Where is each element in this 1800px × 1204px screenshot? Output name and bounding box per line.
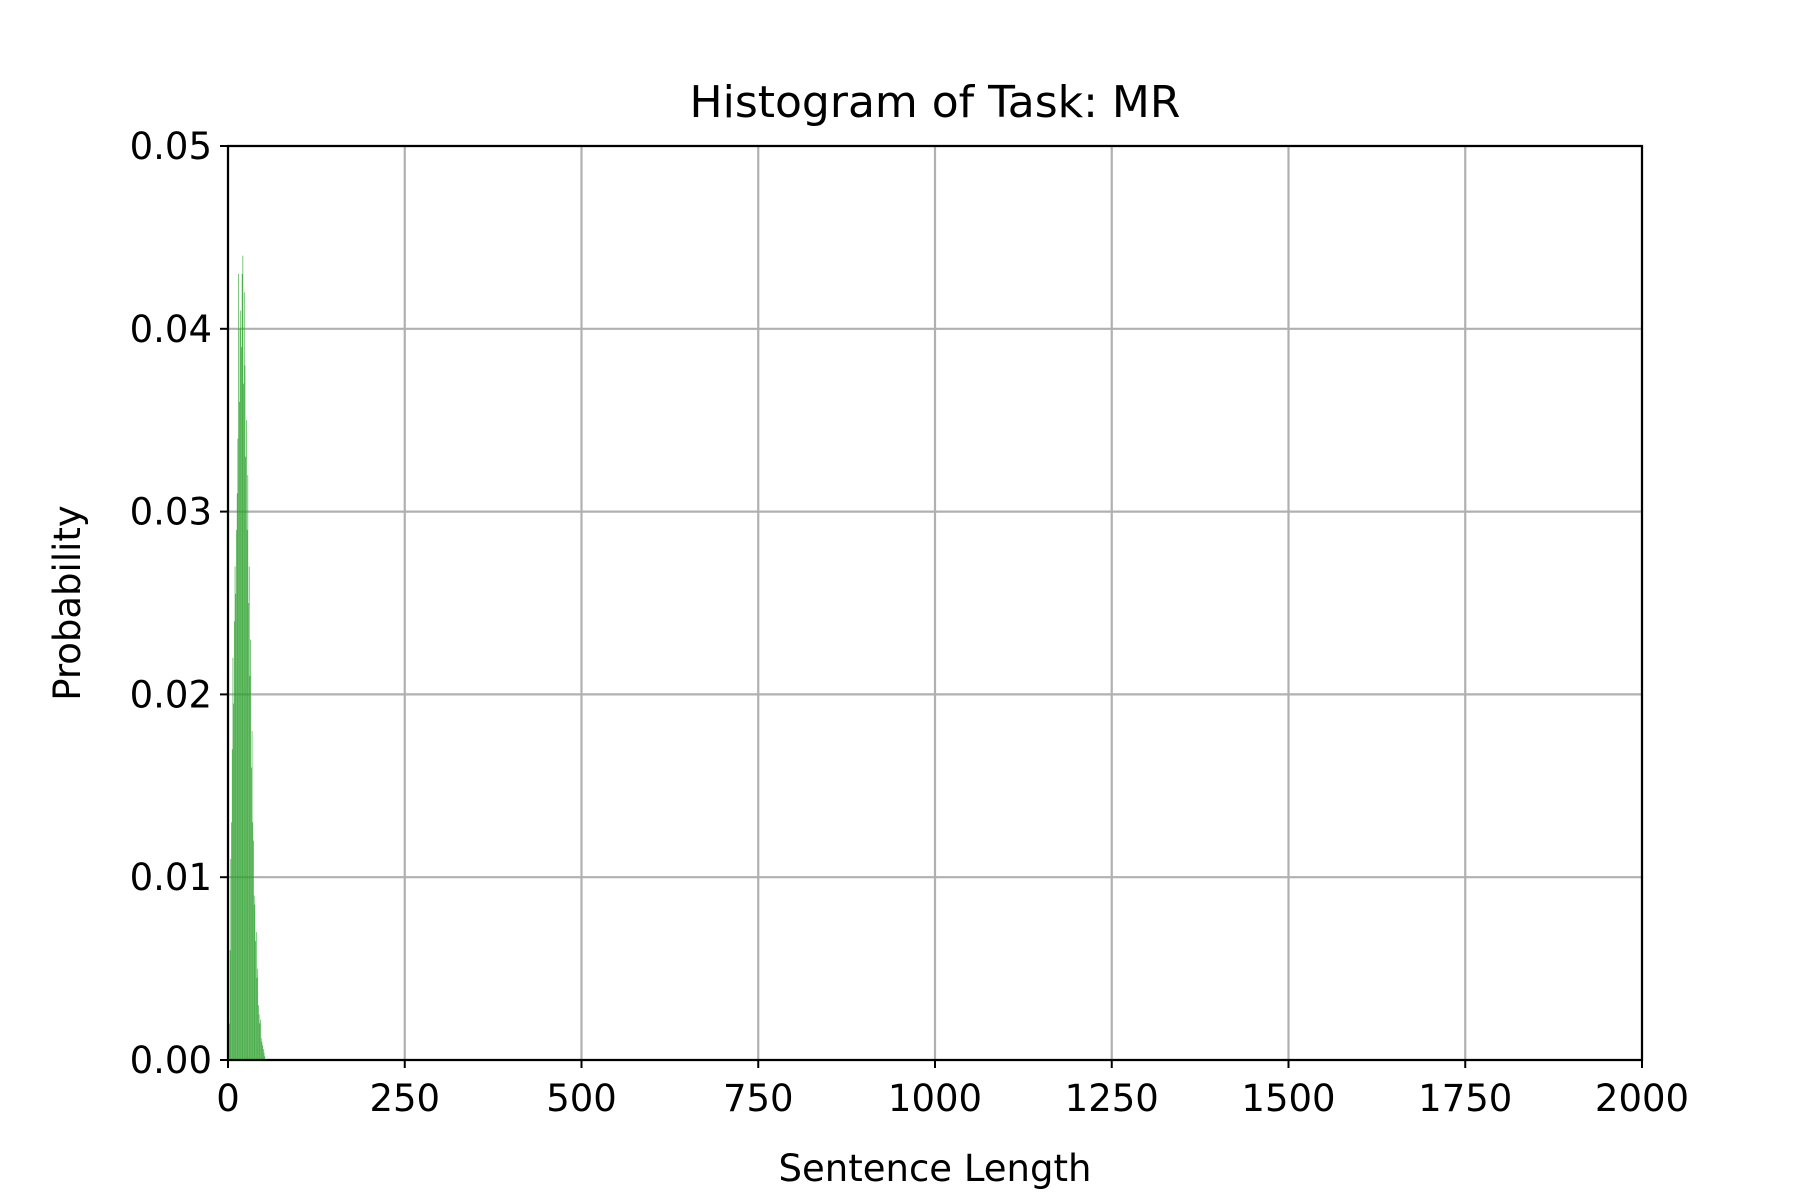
histogram-bar [248,566,250,1060]
histogram-bar [262,1045,263,1060]
histogram-bar [262,1049,264,1060]
histogram-bar [257,968,259,1060]
histogram-bar [264,1056,266,1060]
x-tick-label: 500 [546,1077,617,1120]
histogram-bar [246,420,247,1060]
x-tick-label: 1250 [1065,1077,1159,1120]
histogram-bar [260,1038,262,1060]
y-tick-label: 0.00 [130,1039,212,1082]
x-axis-title: Sentence Length [779,1147,1092,1190]
histogram-bar [253,840,254,1060]
histogram-bar [247,475,249,1060]
histogram-bar [261,1041,263,1060]
histogram-bar [238,401,240,1060]
x-tick-label: 2000 [1595,1077,1689,1120]
histogram-bar [245,456,247,1060]
y-tick-label: 0.03 [130,491,212,534]
histogram-bar [229,950,231,1060]
histogram-bar [263,1052,265,1060]
y-tick-label: 0.04 [130,308,212,351]
histogram-bar [230,858,232,1060]
histogram-bar [241,273,243,1061]
histogram-bar [256,977,258,1060]
histogram-bar [236,493,238,1060]
histogram-bar [234,621,235,1060]
y-axis-title: Probability [46,505,89,701]
histogram-bar [231,822,232,1060]
histogram-bar [246,529,248,1060]
histogram-bar [231,749,233,1060]
histogram-bar [243,383,244,1060]
histogram-bar [236,529,237,1060]
histogram-bar [250,639,251,1060]
histogram-bar [244,365,246,1060]
x-tick-label: 1000 [888,1077,982,1120]
x-tick-label: 0 [216,1077,240,1120]
histogram-bar [235,593,237,1060]
x-tick-label: 750 [723,1077,794,1120]
x-tick-label: 1750 [1418,1077,1512,1120]
y-tick-label: 0.01 [130,856,212,899]
histogram-bar [251,730,253,1060]
histogram-bar [252,822,254,1060]
histogram-bar [253,895,255,1060]
histogram-bar [241,347,242,1061]
axis-ticks: 0 250 500 750 1000 1250 1500 1750 2000 0.00 0.01 0.… [130,125,1689,1120]
histogram-bar [258,1014,260,1060]
histogram-bar [239,328,241,1060]
chart-title: Histogram of Task: MR [690,77,1181,128]
histogram-bar [255,941,256,1060]
grid-lines [226,144,1644,1062]
y-tick-label: 0.05 [130,125,212,168]
histogram-bar [237,438,239,1061]
histogram-bar [238,273,239,1061]
histogram-bar [234,566,236,1060]
y-tick-label: 0.02 [130,673,212,716]
histogram-bar [255,932,257,1060]
histogram-bar [240,310,242,1060]
histogram-bar [243,292,245,1060]
histogram-bar [258,1005,259,1060]
histogram-bar [232,657,234,1060]
histogram-bar [254,904,256,1060]
histogram-bars [228,255,266,1061]
histogram-bar [260,1019,261,1060]
histogram-bar [249,676,251,1060]
x-tick-label: 1500 [1241,1077,1335,1120]
histogram-bar [259,1023,261,1060]
histogram-bar [250,767,252,1060]
histogram-bar [248,603,249,1060]
histogram-bar [242,255,244,1060]
histogram-bar [229,1023,230,1060]
histogram-bar [233,703,235,1060]
x-tick-label: 250 [369,1077,440,1120]
